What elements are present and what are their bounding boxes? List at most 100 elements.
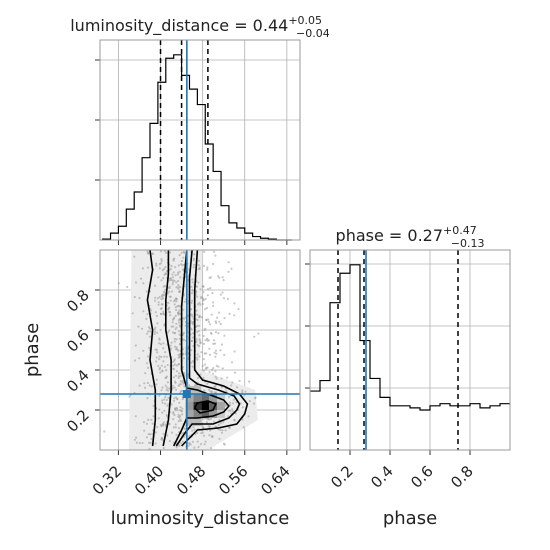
scatter-point bbox=[154, 296, 157, 299]
scatter-point bbox=[156, 297, 159, 300]
scatter-point bbox=[210, 332, 213, 335]
scatter-point bbox=[154, 326, 157, 329]
scatter-point bbox=[141, 267, 144, 270]
scatter-point bbox=[171, 360, 175, 364]
x-tick-labels-phase: 0.2 0.4 0.6 0.8 bbox=[327, 462, 477, 492]
scatter-point bbox=[210, 313, 213, 316]
density-cell bbox=[201, 394, 210, 402]
scatter-point bbox=[202, 334, 205, 338]
scatter-point bbox=[117, 282, 120, 285]
scatter-point bbox=[182, 353, 185, 356]
scatter-point bbox=[162, 423, 165, 426]
scatter-point bbox=[192, 344, 195, 348]
scatter-point bbox=[209, 276, 212, 279]
scatter-point bbox=[168, 329, 171, 332]
scatter-point bbox=[172, 399, 176, 402]
scatter-point bbox=[217, 311, 220, 314]
scatter-point bbox=[228, 395, 231, 399]
scatter-point bbox=[230, 361, 234, 364]
scatter-point bbox=[169, 344, 172, 347]
scatter-point bbox=[163, 409, 166, 412]
x-tick-label-luminosity-distance: 0.32 bbox=[89, 462, 125, 498]
scatter-point bbox=[211, 301, 215, 304]
scatter-point bbox=[152, 404, 155, 407]
scatter-point bbox=[160, 364, 163, 367]
scatter-point bbox=[206, 417, 209, 420]
scatter-point bbox=[209, 429, 212, 432]
scatter-point bbox=[221, 367, 224, 370]
y-tick-label-phase: 0.6 bbox=[63, 326, 93, 356]
scatter-point bbox=[169, 299, 172, 302]
scatter-point bbox=[138, 357, 141, 360]
scatter-point bbox=[221, 291, 224, 294]
scatter-point bbox=[155, 360, 158, 363]
scatter-point bbox=[142, 310, 145, 313]
scatter-point bbox=[223, 443, 226, 446]
scatter-point bbox=[159, 343, 162, 346]
scatter-point bbox=[241, 418, 244, 421]
scatter-point bbox=[158, 358, 161, 361]
scatter-point bbox=[179, 380, 182, 383]
scatter-point bbox=[190, 313, 193, 316]
scatter-point bbox=[162, 277, 165, 280]
scatter-point bbox=[159, 371, 162, 374]
scatter-point bbox=[147, 330, 150, 333]
scatter-point bbox=[200, 296, 203, 300]
scatter-point bbox=[257, 332, 260, 335]
scatter-point bbox=[191, 281, 194, 284]
scatter-point bbox=[201, 299, 205, 302]
scatter-point bbox=[162, 432, 165, 435]
density-cell bbox=[209, 410, 218, 418]
scatter-point bbox=[172, 426, 175, 429]
density-cell bbox=[185, 402, 194, 410]
scatter-point bbox=[191, 315, 194, 318]
scatter-point bbox=[178, 401, 181, 404]
scatter-point bbox=[199, 341, 202, 344]
scatter-point bbox=[157, 303, 160, 306]
scatter-point bbox=[148, 346, 151, 349]
scatter-point bbox=[191, 360, 194, 363]
scatter-point bbox=[178, 317, 182, 321]
scatter-point bbox=[205, 318, 208, 321]
title-phase-main: phase = 0.27 bbox=[336, 226, 443, 245]
y-tick-label-phase: 0.8 bbox=[63, 286, 93, 316]
title-luminosity-distance-sup: +0.05 bbox=[288, 14, 322, 27]
scatter-point bbox=[133, 255, 136, 258]
scatter-point bbox=[163, 323, 166, 326]
scatter-point bbox=[168, 387, 171, 390]
scatter-point bbox=[247, 415, 250, 418]
x-tick-label-luminosity-distance: 0.48 bbox=[173, 462, 209, 498]
scatter-point bbox=[175, 300, 178, 303]
scatter-point bbox=[213, 342, 217, 345]
scatter-point bbox=[168, 306, 171, 309]
scatter-point bbox=[219, 428, 222, 431]
scatter-point bbox=[174, 381, 177, 384]
scatter-point bbox=[128, 395, 131, 398]
scatter-point bbox=[181, 397, 184, 401]
scatter-point bbox=[192, 426, 195, 429]
x-tick-labels-luminosity-distance: 0.32 0.40 0.48 0.56 0.64 bbox=[89, 462, 294, 498]
scatter-point bbox=[198, 345, 201, 348]
scatter-point bbox=[177, 279, 180, 282]
scatter-point bbox=[208, 434, 211, 437]
scatter-point bbox=[154, 330, 157, 333]
scatter-point bbox=[163, 355, 166, 358]
scatter-point bbox=[146, 250, 149, 253]
scatter-point bbox=[196, 358, 199, 361]
scatter-point bbox=[167, 308, 170, 311]
scatter-point bbox=[227, 261, 230, 264]
scatter-point bbox=[173, 298, 176, 301]
scatter-point bbox=[178, 254, 181, 257]
scatter-point bbox=[179, 313, 182, 316]
scatter-point bbox=[212, 250, 216, 253]
scatter-point bbox=[218, 437, 221, 440]
histogram-phase bbox=[305, 249, 511, 455]
scatter-point bbox=[145, 436, 148, 439]
scatter-point bbox=[162, 347, 165, 350]
scatter-point bbox=[156, 426, 159, 429]
scatter-point bbox=[146, 313, 149, 316]
scatter-point bbox=[216, 316, 219, 319]
scatter-point bbox=[190, 292, 194, 295]
scatter-point bbox=[131, 312, 134, 315]
scatter-point bbox=[198, 334, 201, 337]
